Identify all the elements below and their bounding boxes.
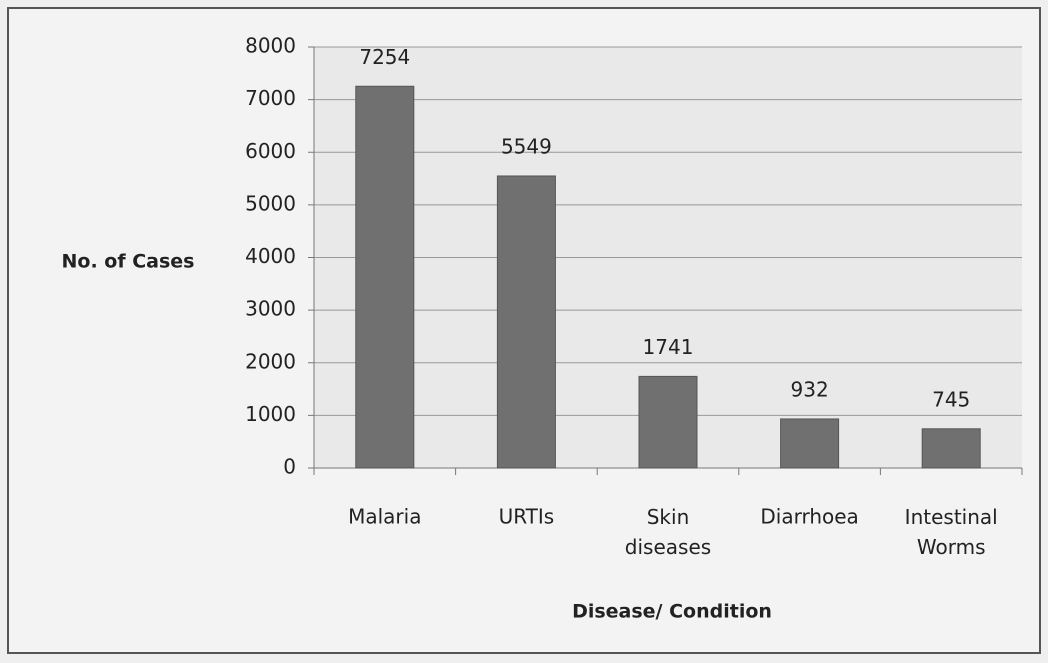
y-axis-label: No. of Cases bbox=[62, 251, 195, 273]
bar bbox=[496, 175, 556, 469]
y-tick-label: 3000 bbox=[245, 297, 296, 321]
x-tick-label: URTIs bbox=[499, 505, 555, 529]
y-tick-label: 4000 bbox=[245, 244, 296, 268]
label-line: Skin bbox=[647, 505, 690, 529]
bar bbox=[921, 428, 981, 469]
value-label: 5549 bbox=[501, 134, 552, 158]
y-tick-label: 7000 bbox=[245, 86, 296, 110]
value-label: 1741 bbox=[643, 335, 694, 359]
y-tick-label: 2000 bbox=[245, 349, 296, 373]
y-tick-label: 0 bbox=[283, 455, 296, 479]
bar bbox=[355, 85, 415, 469]
bar bbox=[780, 418, 840, 469]
y-tick-label: 5000 bbox=[245, 191, 296, 215]
x-tick-label: Diarrhoea bbox=[760, 505, 858, 529]
label-line: diseases bbox=[625, 535, 711, 559]
value-label: 932 bbox=[791, 377, 829, 401]
x-tick-label: Malaria bbox=[348, 505, 421, 529]
x-tick-label: Skin diseases bbox=[625, 505, 711, 559]
label-line: Worms bbox=[917, 535, 986, 559]
y-tick-label: 8000 bbox=[245, 34, 296, 58]
value-label: 745 bbox=[932, 387, 970, 411]
y-tick-label: 1000 bbox=[245, 402, 296, 426]
y-tick-label: 6000 bbox=[245, 139, 296, 163]
bar bbox=[638, 375, 698, 469]
x-axis-label: Disease/ Condition bbox=[572, 601, 772, 623]
x-tick-label: Intestinal Worms bbox=[905, 505, 998, 559]
label-line: Intestinal bbox=[905, 505, 998, 529]
value-label: 7254 bbox=[359, 45, 410, 69]
